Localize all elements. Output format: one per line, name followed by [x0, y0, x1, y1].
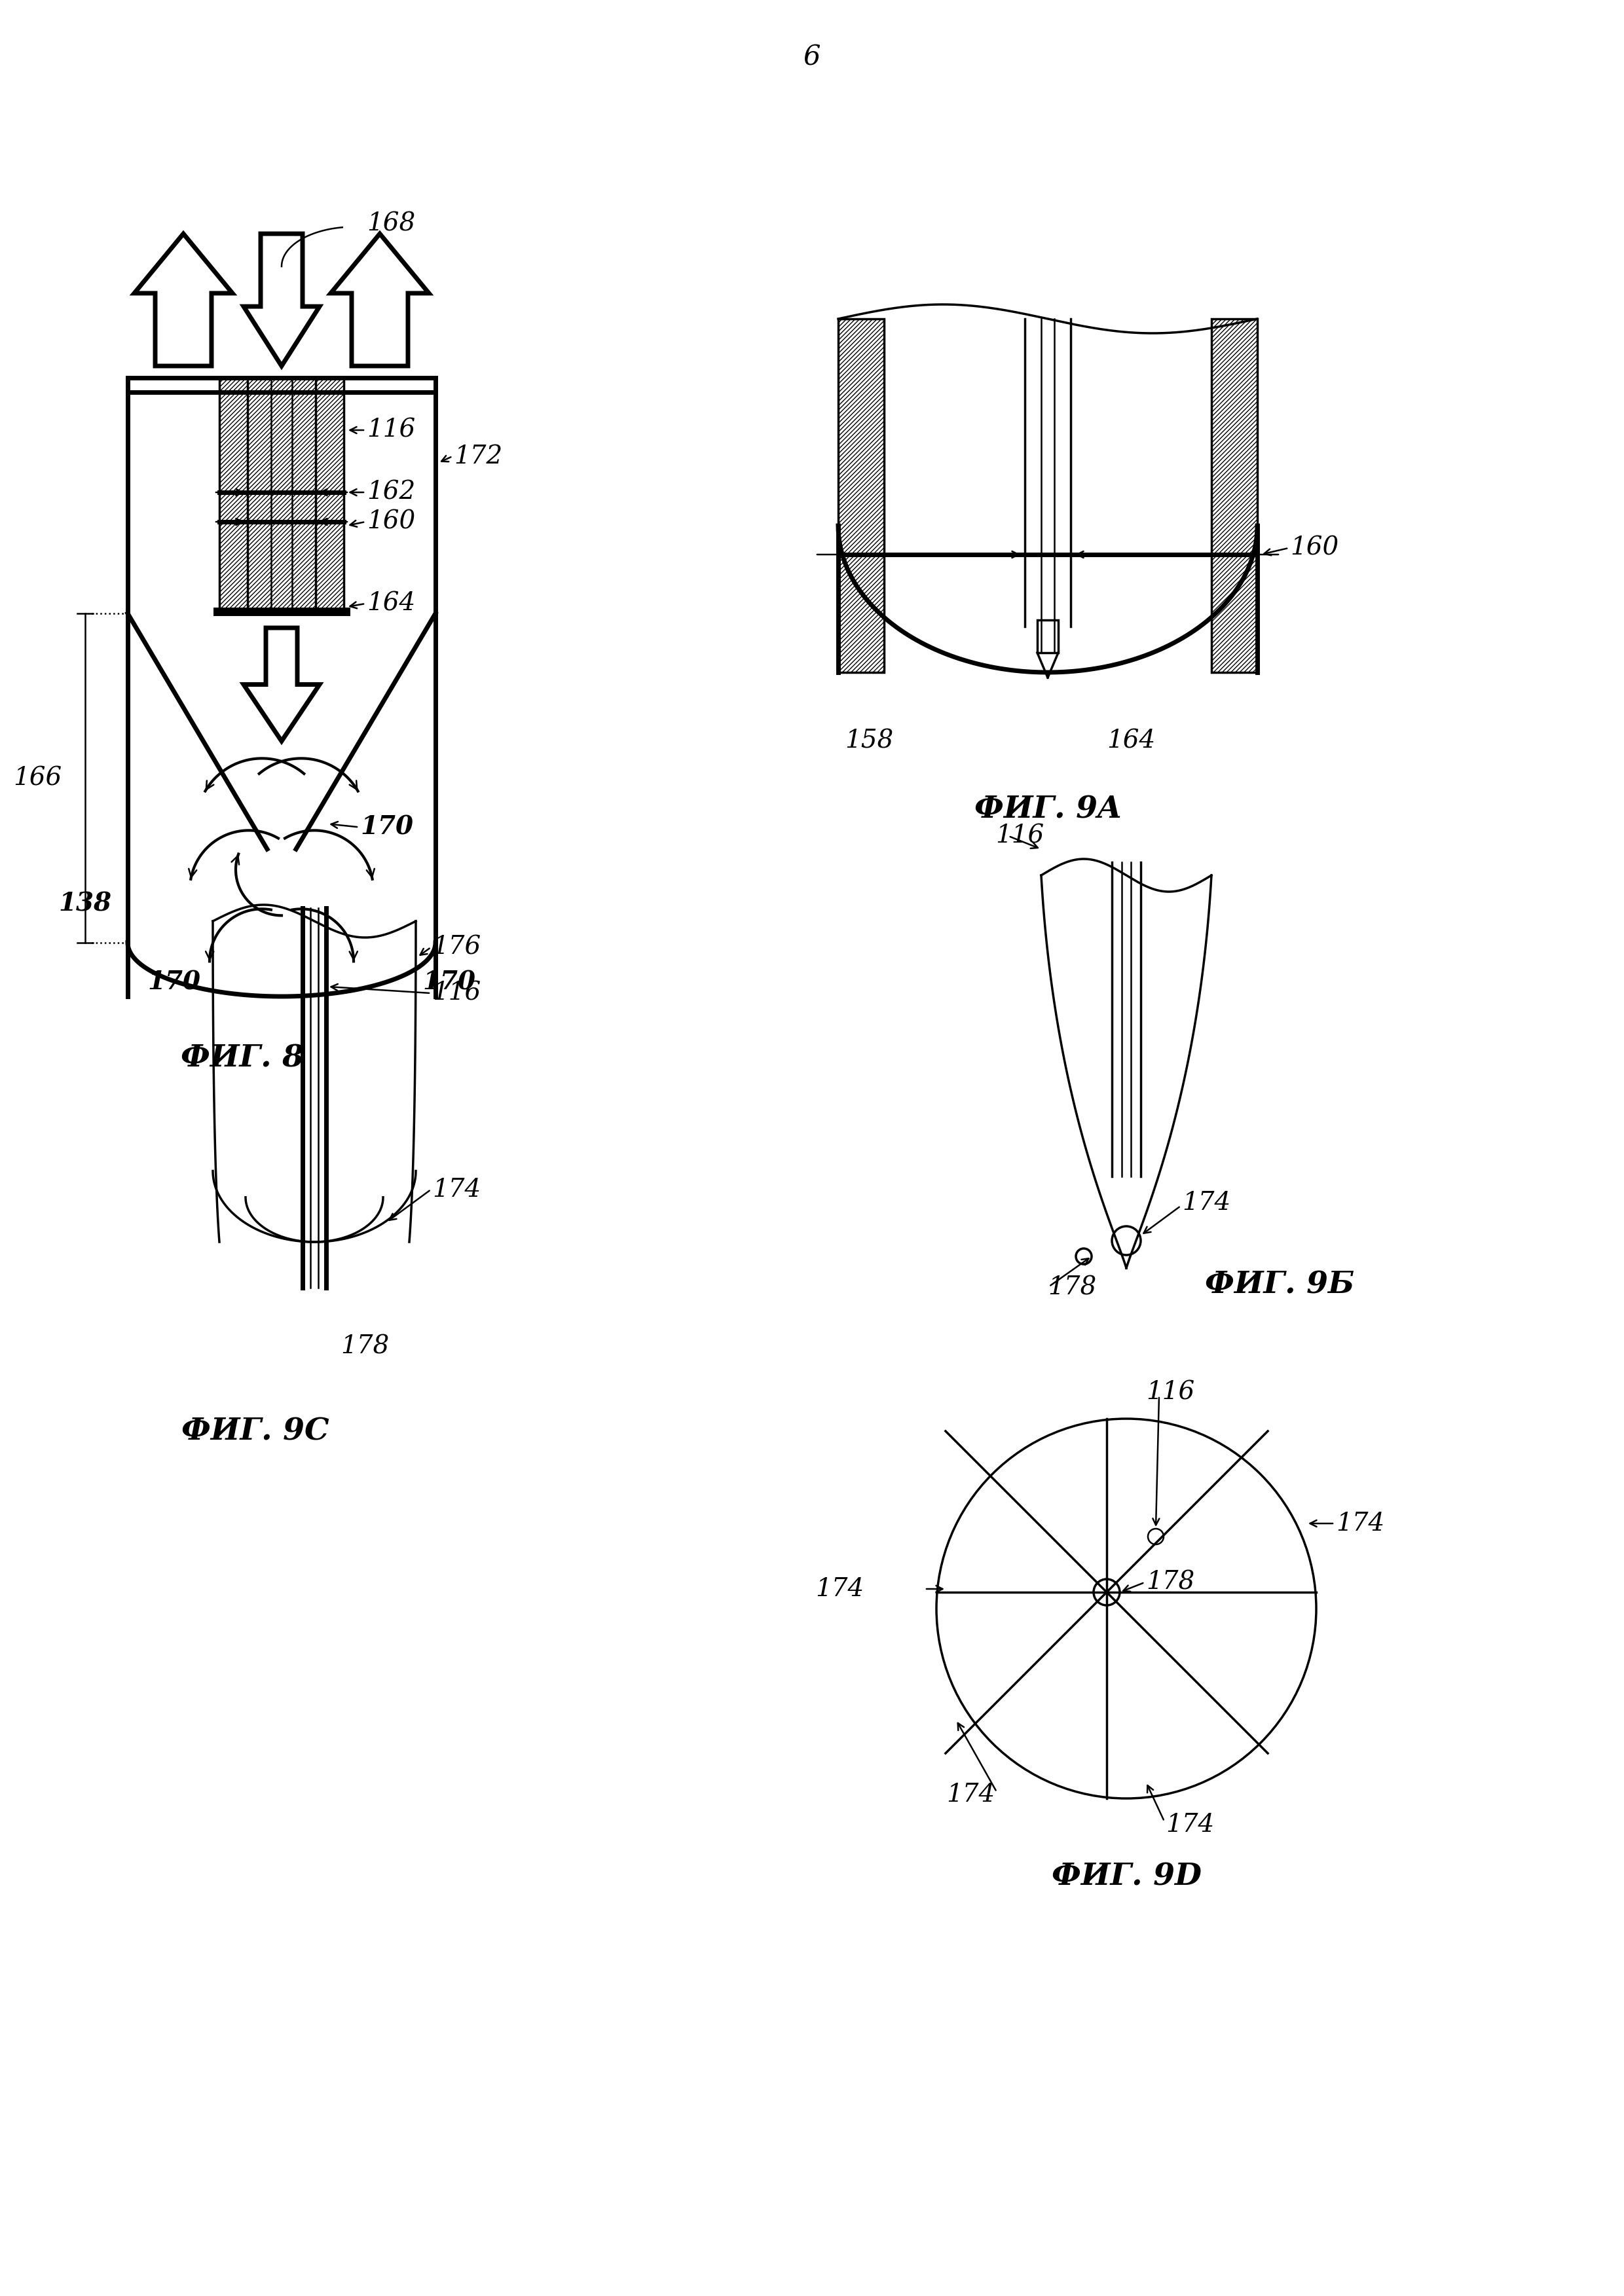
Text: 116: 116: [367, 418, 416, 443]
Text: 116: 116: [996, 824, 1044, 847]
Text: 160: 160: [367, 510, 416, 535]
Text: 116: 116: [432, 980, 481, 1006]
Text: 174: 174: [432, 1178, 481, 1201]
Text: 170: 170: [361, 815, 412, 840]
Text: 178: 178: [341, 1334, 390, 1359]
Text: 178: 178: [1047, 1277, 1096, 1300]
Text: ФИГ. 9A: ФИГ. 9A: [974, 794, 1121, 824]
Text: 6: 6: [804, 44, 820, 71]
Circle shape: [1093, 1580, 1121, 1605]
Text: 164: 164: [1106, 730, 1155, 753]
Text: 174: 174: [815, 1577, 864, 1600]
Text: 164: 164: [367, 592, 416, 615]
Bar: [1212, 319, 1257, 673]
Text: 170: 170: [148, 969, 200, 994]
Text: 176: 176: [432, 934, 481, 960]
Text: 160: 160: [1289, 535, 1338, 560]
Text: 138: 138: [58, 891, 112, 916]
Text: 172: 172: [453, 443, 502, 468]
Text: 170: 170: [422, 969, 476, 994]
Polygon shape: [135, 234, 232, 365]
Text: 166: 166: [13, 767, 62, 790]
Bar: [219, 379, 344, 613]
Text: ФИГ. 9С: ФИГ. 9С: [182, 1417, 330, 1446]
Polygon shape: [244, 234, 320, 365]
Text: 174: 174: [947, 1784, 996, 1807]
Text: 174: 174: [1166, 1812, 1215, 1837]
Circle shape: [1112, 1226, 1140, 1256]
Polygon shape: [244, 627, 320, 742]
Text: 116: 116: [1147, 1380, 1195, 1405]
Text: 168: 168: [367, 211, 416, 236]
Text: 162: 162: [367, 480, 416, 505]
Text: 174: 174: [1182, 1192, 1231, 1215]
Polygon shape: [331, 234, 429, 365]
Text: ФИГ. 9Б: ФИГ. 9Б: [1205, 1270, 1354, 1300]
Bar: [1038, 620, 1059, 652]
Circle shape: [1075, 1249, 1091, 1265]
Text: 178: 178: [1147, 1570, 1195, 1593]
Text: 174: 174: [1337, 1511, 1385, 1536]
Text: ФИГ. 9D: ФИГ. 9D: [1051, 1862, 1202, 1892]
Text: ФИГ. 8: ФИГ. 8: [180, 1045, 304, 1075]
Bar: [838, 319, 883, 673]
Text: 158: 158: [844, 730, 893, 753]
Circle shape: [937, 1419, 1315, 1798]
Circle shape: [1148, 1529, 1164, 1545]
